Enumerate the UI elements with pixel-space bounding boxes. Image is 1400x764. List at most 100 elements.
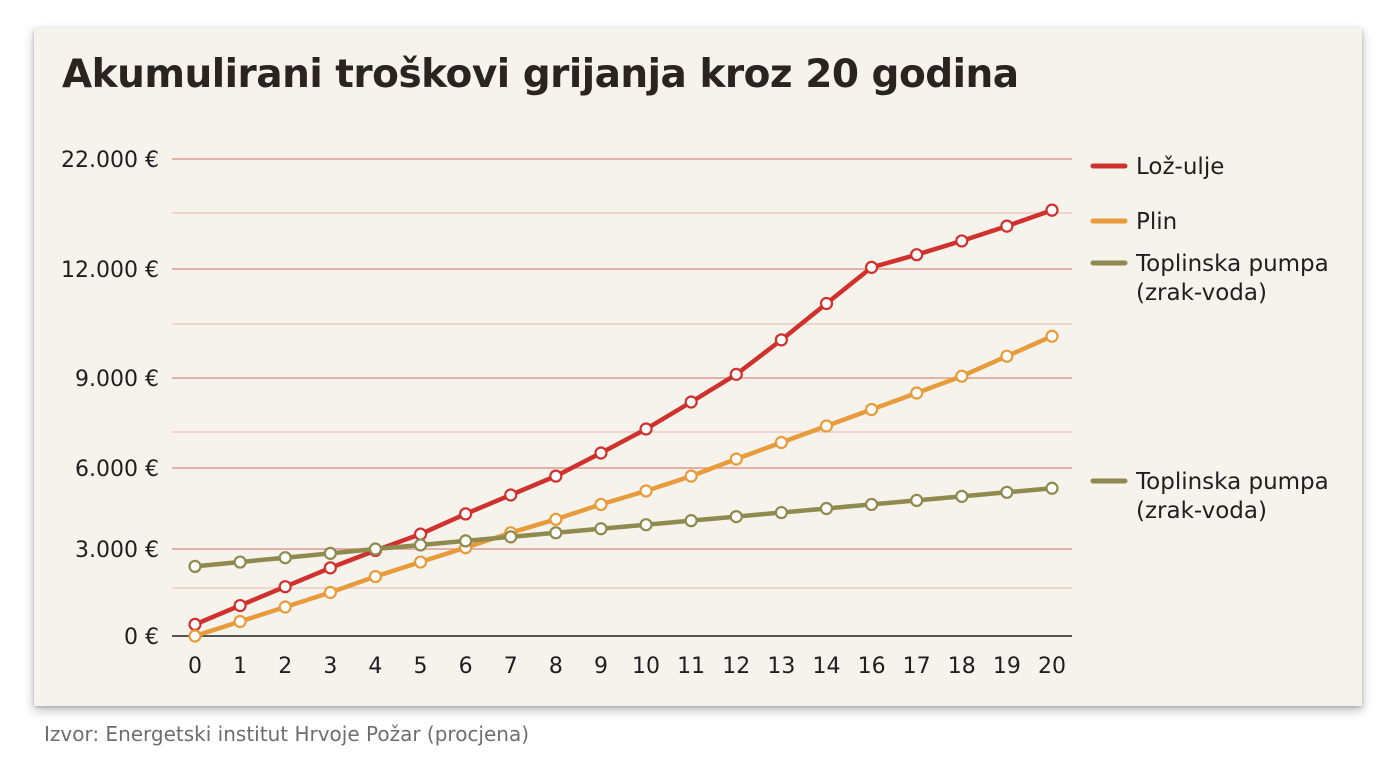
data-point (233, 614, 247, 629)
data-point (549, 469, 563, 483)
series-3 (188, 481, 1059, 574)
x-tick-label: 13 (767, 654, 795, 679)
data-point (1000, 349, 1014, 363)
x-tick-label: 16 (858, 654, 886, 679)
data-point (639, 484, 653, 498)
data-point (323, 585, 337, 600)
data-point (278, 580, 292, 594)
x-tick-label: 3 (323, 654, 337, 679)
y-tick-label: 3.000 € (75, 538, 159, 563)
x-tick-label: 18 (948, 654, 976, 679)
data-point (955, 489, 969, 503)
series-line (192, 333, 1055, 639)
data-point (955, 369, 969, 383)
y-tick-label: 9.000 € (75, 367, 159, 392)
legend-label: Toplinska pumpa (1135, 251, 1329, 277)
data-point (188, 617, 202, 632)
data-point (684, 395, 698, 409)
data-point (594, 497, 608, 512)
data-point (684, 469, 698, 483)
data-point (188, 559, 202, 574)
data-point (549, 526, 563, 540)
series-2 (188, 329, 1059, 643)
data-point (188, 629, 202, 643)
x-axis-ticks: 0 1 2 3 4 5 6 7 8 9 10 11 12 13 14 16 17 18 19 20 (188, 654, 1066, 679)
data-point (504, 488, 518, 502)
data-point (504, 530, 518, 544)
data-point (413, 538, 428, 552)
x-tick-label: 6 (459, 654, 473, 679)
data-point (864, 402, 879, 417)
x-tick-label: 9 (594, 654, 608, 679)
data-point (323, 561, 337, 575)
data-point (639, 422, 653, 436)
data-point (368, 569, 383, 584)
y-tick-label: 22.000 € (61, 148, 159, 173)
x-tick-label: 19 (993, 654, 1021, 679)
legend-item: Toplinska pumpa (zrak-voda) (1090, 469, 1329, 524)
data-point (864, 497, 879, 512)
legend-item: Lož-ulje (1090, 154, 1224, 180)
data-point (910, 386, 924, 400)
legend-label: (zrak-voda) (1136, 280, 1267, 306)
data-point (729, 367, 743, 381)
series-group (188, 203, 1059, 643)
chart-card (34, 28, 1362, 706)
data-point (1045, 481, 1059, 495)
x-tick-label: 4 (368, 654, 382, 679)
x-tick-label: 12 (722, 654, 750, 679)
x-tick-label: 5 (414, 654, 428, 679)
data-point (594, 522, 608, 536)
data-point (774, 333, 788, 347)
y-tick-label: 12.000 € (61, 258, 159, 283)
legend-label: Plin (1136, 209, 1177, 235)
data-point (549, 512, 563, 526)
legend-item: Toplinska pumpa (zrak-voda) (1090, 251, 1329, 306)
series-1 (188, 203, 1059, 632)
data-point (910, 248, 924, 262)
data-point (368, 542, 383, 556)
data-point (864, 260, 879, 274)
data-point (729, 452, 743, 466)
data-point (1000, 219, 1014, 233)
data-point (233, 555, 247, 569)
data-point (639, 518, 653, 532)
data-point (233, 598, 247, 613)
chart-title: Akumulirani troškovi grijanja kroz 20 go… (62, 52, 1019, 97)
y-axis-ticks: 0 € 3.000 € 6.000 € 9.000 € 12.000 € 22.000 € (61, 148, 159, 650)
source-note: Izvor: Energetski institut Hrvoje Požar … (44, 722, 530, 746)
x-tick-label: 11 (677, 654, 705, 679)
data-point (910, 493, 924, 507)
data-point (459, 507, 473, 521)
series-line (192, 207, 1055, 627)
x-tick-label: 10 (632, 654, 660, 679)
data-point (955, 234, 969, 248)
data-point (413, 555, 428, 569)
data-point (819, 501, 834, 516)
data-point (819, 296, 834, 311)
data-point (1000, 485, 1014, 499)
legend-label: Toplinska pumpa (1135, 469, 1329, 495)
x-tick-label: 1 (233, 654, 247, 679)
legend-item: Plin (1090, 209, 1177, 235)
legend-label: (zrak-voda) (1136, 498, 1267, 524)
x-tick-label: 14 (812, 654, 840, 679)
x-tick-label: 7 (504, 654, 518, 679)
y-tick-label: 6.000 € (75, 457, 159, 482)
data-point (278, 600, 292, 614)
x-tick-label: 8 (549, 654, 563, 679)
data-point (819, 419, 834, 433)
y-tick-label: 0 € (124, 625, 159, 650)
data-point (1045, 329, 1059, 343)
data-point (594, 446, 608, 460)
data-point (413, 527, 428, 541)
x-tick-label: 0 (188, 654, 202, 679)
legend-label: Lož-ulje (1136, 154, 1224, 180)
x-tick-label: 20 (1038, 654, 1066, 679)
series-line (192, 486, 1055, 569)
grid-lines (172, 158, 1072, 637)
x-tick-label: 17 (903, 654, 931, 679)
data-point (774, 435, 788, 450)
